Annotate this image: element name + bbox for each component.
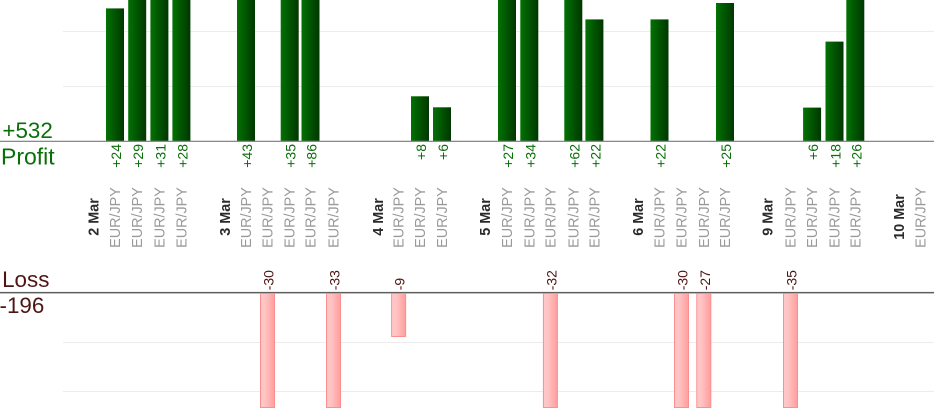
svg-text:+8: +8	[413, 144, 429, 160]
svg-text:+6: +6	[805, 144, 821, 160]
svg-text:-32: -32	[543, 270, 559, 290]
svg-text:EUR/JPY: EUR/JPY	[152, 187, 168, 248]
svg-text:+532: +532	[2, 118, 52, 143]
svg-text:+62: +62	[566, 144, 582, 168]
svg-text:EUR/JPY: EUR/JPY	[174, 187, 190, 248]
svg-text:+35: +35	[283, 144, 299, 168]
svg-text:+28: +28	[174, 144, 190, 168]
svg-text:+86: +86	[304, 144, 320, 168]
svg-text:4 Mar: 4 Mar	[371, 198, 387, 236]
svg-text:+31: +31	[152, 144, 168, 168]
svg-text:EUR/JPY: EUR/JPY	[327, 187, 343, 248]
svg-text:EUR/JPY: EUR/JPY	[653, 187, 669, 248]
svg-text:-27: -27	[697, 270, 713, 290]
svg-text:-30: -30	[261, 270, 277, 290]
svg-text:EUR/JPY: EUR/JPY	[283, 187, 299, 248]
svg-text:EUR/JPY: EUR/JPY	[304, 187, 320, 248]
svg-text:+24: +24	[108, 144, 124, 168]
svg-text:EUR/JPY: EUR/JPY	[848, 187, 864, 248]
svg-text:+25: +25	[718, 144, 734, 168]
svg-text:3 Mar: 3 Mar	[218, 198, 234, 236]
svg-text:+6: +6	[435, 144, 451, 160]
svg-text:EUR/JPY: EUR/JPY	[239, 187, 255, 248]
svg-text:EUR/JPY: EUR/JPY	[697, 187, 713, 248]
svg-text:EUR/JPY: EUR/JPY	[392, 187, 408, 248]
svg-text:EUR/JPY: EUR/JPY	[805, 187, 821, 248]
svg-text:9 Mar: 9 Mar	[761, 198, 777, 236]
svg-text:EUR/JPY: EUR/JPY	[500, 187, 516, 248]
svg-text:+22: +22	[587, 144, 603, 168]
svg-text:5 Mar: 5 Mar	[478, 198, 494, 236]
svg-text:Profit: Profit	[1, 144, 55, 170]
svg-text:+22: +22	[653, 144, 669, 168]
svg-text:EUR/JPY: EUR/JPY	[566, 187, 582, 248]
svg-text:EUR/JPY: EUR/JPY	[435, 187, 451, 248]
svg-text:EUR/JPY: EUR/JPY	[718, 187, 734, 248]
svg-text:EUR/JPY: EUR/JPY	[130, 187, 146, 248]
svg-text:EUR/JPY: EUR/JPY	[543, 187, 559, 248]
svg-text:+26: +26	[848, 144, 864, 168]
svg-text:+43: +43	[239, 144, 255, 168]
svg-text:-9: -9	[392, 278, 408, 291]
svg-text:EUR/JPY: EUR/JPY	[828, 187, 844, 248]
svg-text:Loss: Loss	[2, 267, 49, 292]
svg-text:EUR/JPY: EUR/JPY	[914, 187, 930, 248]
svg-text:+27: +27	[500, 144, 516, 168]
svg-text:+18: +18	[828, 144, 844, 168]
svg-text:EUR/JPY: EUR/JPY	[108, 187, 124, 248]
svg-text:-35: -35	[784, 270, 800, 290]
svg-text:+29: +29	[130, 144, 146, 168]
svg-text:-33: -33	[327, 270, 343, 290]
svg-text:6 Mar: 6 Mar	[631, 198, 647, 236]
svg-text:EUR/JPY: EUR/JPY	[675, 187, 691, 248]
svg-text:+34: +34	[522, 144, 538, 168]
svg-text:-30: -30	[675, 270, 691, 290]
svg-text:EUR/JPY: EUR/JPY	[413, 187, 429, 248]
svg-text:EUR/JPY: EUR/JPY	[261, 187, 277, 248]
svg-text:EUR/JPY: EUR/JPY	[784, 187, 800, 248]
svg-text:2 Mar: 2 Mar	[86, 198, 102, 236]
svg-text:EUR/JPY: EUR/JPY	[522, 187, 538, 248]
svg-text:EUR/JPY: EUR/JPY	[587, 187, 603, 248]
svg-text:10 Mar: 10 Mar	[892, 194, 908, 240]
svg-text:-196: -196	[0, 293, 44, 318]
